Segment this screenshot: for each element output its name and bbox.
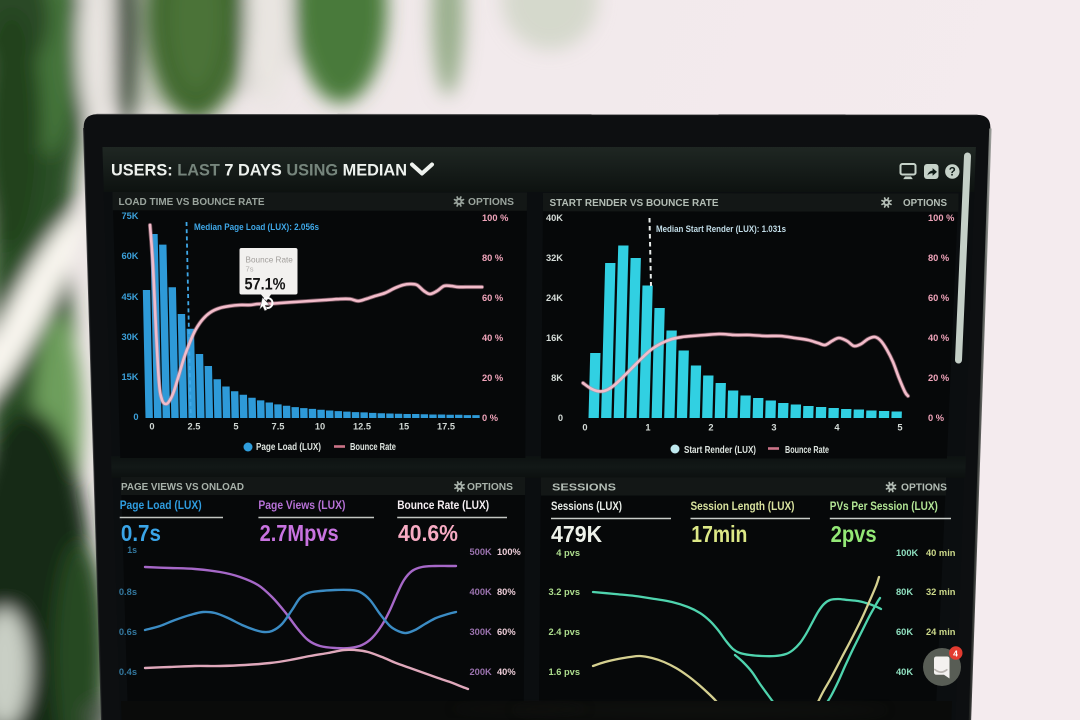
- svg-text:PAGE VIEWS VS ONLOAD: PAGE VIEWS VS ONLOAD: [121, 482, 244, 493]
- svg-text:24 min: 24 min: [926, 627, 956, 637]
- svg-text:75K: 75K: [121, 211, 138, 221]
- svg-text:0 %: 0 %: [928, 413, 945, 423]
- svg-text:Page Load (LUX): Page Load (LUX): [120, 500, 202, 512]
- svg-text:40.6%: 40.6%: [398, 520, 458, 546]
- svg-text:1.6 pvs: 1.6 pvs: [548, 667, 580, 677]
- svg-text:500K: 500K: [470, 547, 493, 557]
- svg-text:4: 4: [953, 648, 958, 658]
- svg-text:16K: 16K: [546, 333, 563, 343]
- svg-text:Bounce Rate: Bounce Rate: [785, 445, 829, 456]
- svg-text:Bounce Rate: Bounce Rate: [246, 256, 294, 265]
- svg-text:Session Length (LUX): Session Length (LUX): [691, 501, 795, 513]
- svg-text:0: 0: [558, 413, 563, 423]
- svg-text:1: 1: [645, 423, 650, 433]
- svg-text:40 min: 40 min: [926, 548, 956, 558]
- svg-text:0: 0: [133, 412, 138, 422]
- svg-text:80K: 80K: [896, 587, 913, 597]
- svg-text:OPTIONS: OPTIONS: [467, 482, 513, 493]
- svg-text:Bounce Rate (LUX): Bounce Rate (LUX): [397, 500, 489, 512]
- svg-text:PVs Per Session (LUX): PVs Per Session (LUX): [830, 501, 938, 513]
- svg-text:0.8s: 0.8s: [119, 587, 137, 597]
- svg-text:15: 15: [399, 422, 409, 432]
- svg-text:10: 10: [315, 422, 325, 432]
- svg-text:479K: 479K: [551, 521, 602, 547]
- svg-text:80 %: 80 %: [928, 253, 950, 263]
- svg-text:30K: 30K: [121, 332, 138, 342]
- svg-text:?: ?: [949, 167, 956, 179]
- svg-text:OPTIONS: OPTIONS: [903, 198, 947, 209]
- svg-text:1s: 1s: [127, 545, 137, 555]
- svg-text:17min: 17min: [691, 521, 747, 547]
- svg-text:USERS: LAST 7 DAYS USING MEDIA: USERS: LAST 7 DAYS USING MEDIAN: [111, 161, 407, 180]
- svg-text:Median Page Load (LUX): 2.056s: Median Page Load (LUX): 2.056s: [194, 222, 319, 232]
- svg-text:OPTIONS: OPTIONS: [468, 197, 514, 208]
- svg-text:40%: 40%: [497, 667, 516, 677]
- svg-text:40 %: 40 %: [928, 333, 950, 343]
- svg-text:40 %: 40 %: [482, 333, 504, 343]
- svg-text:4: 4: [834, 423, 840, 433]
- svg-text:17.5: 17.5: [437, 422, 455, 432]
- svg-text:Median Start Render (LUX): 1.0: Median Start Render (LUX): 1.031s: [656, 224, 786, 234]
- svg-text:SESSIONS: SESSIONS: [552, 483, 616, 494]
- svg-text:Sessions (LUX): Sessions (LUX): [551, 501, 622, 513]
- svg-text:200K: 200K: [470, 667, 493, 677]
- svg-text:0: 0: [149, 422, 154, 432]
- svg-text:60%: 60%: [497, 627, 516, 637]
- svg-text:57.1%: 57.1%: [245, 276, 286, 294]
- svg-text:Page Views (LUX): Page Views (LUX): [258, 500, 345, 512]
- svg-text:0.6s: 0.6s: [119, 627, 137, 637]
- svg-text:400K: 400K: [470, 587, 493, 597]
- svg-text:3: 3: [771, 423, 776, 433]
- svg-text:Start Render (LUX): Start Render (LUX): [684, 445, 756, 456]
- svg-text:2.5: 2.5: [188, 422, 201, 432]
- svg-text:START RENDER VS BOUNCE RATE: START RENDER VS BOUNCE RATE: [550, 198, 719, 209]
- svg-text:7.5: 7.5: [272, 422, 285, 432]
- svg-text:45K: 45K: [121, 292, 138, 302]
- svg-text:100K: 100K: [896, 548, 919, 558]
- svg-text:2.7Mpvs: 2.7Mpvs: [260, 520, 339, 546]
- svg-text:0.4s: 0.4s: [119, 667, 137, 677]
- svg-text:60 %: 60 %: [928, 293, 950, 303]
- svg-text:300K: 300K: [470, 627, 493, 637]
- svg-text:100 %: 100 %: [482, 213, 509, 223]
- svg-text:32 min: 32 min: [926, 587, 956, 597]
- svg-text:60 %: 60 %: [482, 293, 504, 303]
- svg-text:4 pvs: 4 pvs: [556, 548, 580, 558]
- svg-text:12.5: 12.5: [353, 422, 371, 432]
- svg-text:40K: 40K: [546, 213, 563, 223]
- svg-text:60K: 60K: [121, 251, 138, 261]
- svg-text:20 %: 20 %: [928, 373, 950, 383]
- svg-text:Page Load (LUX): Page Load (LUX): [256, 442, 321, 453]
- svg-text:Bounce Rate: Bounce Rate: [350, 442, 396, 453]
- svg-text:2.4 pvs: 2.4 pvs: [548, 627, 580, 637]
- svg-text:60K: 60K: [896, 627, 913, 637]
- svg-text:0: 0: [582, 423, 587, 433]
- svg-text:15K: 15K: [121, 372, 138, 382]
- svg-text:2pvs: 2pvs: [831, 521, 877, 547]
- svg-text:80 %: 80 %: [482, 253, 504, 263]
- svg-text:24K: 24K: [546, 293, 563, 303]
- svg-text:LOAD TIME VS BOUNCE RATE: LOAD TIME VS BOUNCE RATE: [119, 197, 265, 208]
- svg-text:5: 5: [897, 423, 902, 433]
- svg-text:5: 5: [233, 422, 238, 432]
- svg-text:20 %: 20 %: [482, 373, 504, 383]
- svg-text:40K: 40K: [896, 667, 913, 677]
- svg-text:OPTIONS: OPTIONS: [901, 483, 947, 494]
- svg-text:100 %: 100 %: [928, 213, 955, 223]
- svg-text:8K: 8K: [551, 373, 563, 383]
- svg-text:80%: 80%: [497, 587, 516, 597]
- svg-text:3.2 pvs: 3.2 pvs: [548, 587, 580, 597]
- svg-text:7s: 7s: [246, 265, 254, 274]
- svg-text:0 %: 0 %: [482, 413, 499, 423]
- svg-text:2: 2: [708, 423, 713, 433]
- svg-text:100%: 100%: [497, 547, 522, 557]
- svg-text:0.7s: 0.7s: [121, 520, 161, 546]
- svg-text:32K: 32K: [546, 253, 563, 263]
